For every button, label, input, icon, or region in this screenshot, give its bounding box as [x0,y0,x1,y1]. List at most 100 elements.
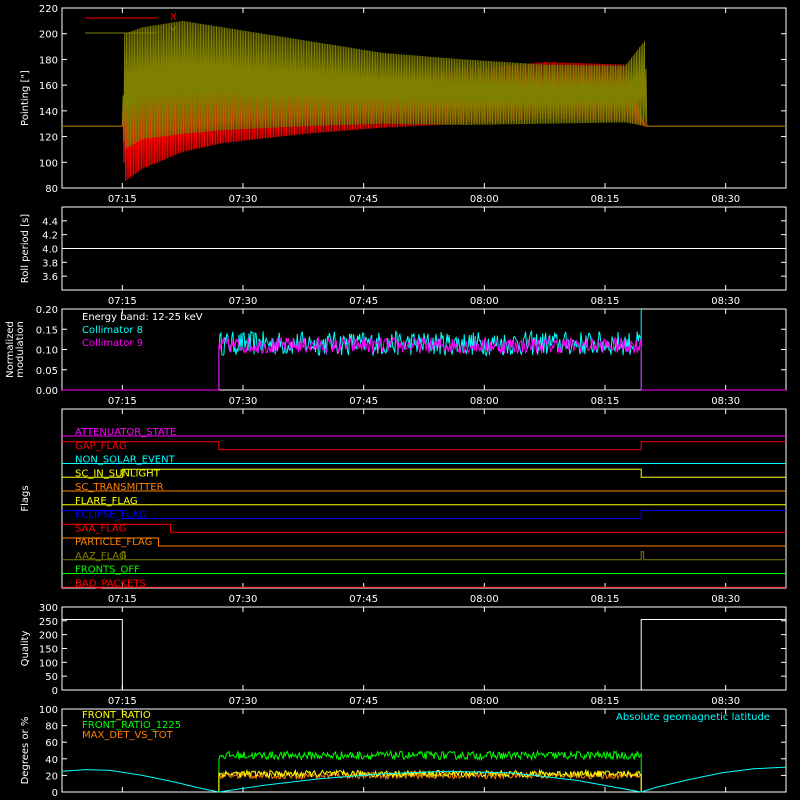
time-tick-label: 08:30 [711,594,740,605]
time-tick-label: 07:15 [108,594,137,605]
time-tick-label: 08:15 [591,696,620,707]
flag-label-attenuator_state: ATTENUATOR_STATE [75,427,176,438]
y-tick-label: 160 [39,81,58,92]
series-pointing-y [62,20,786,150]
time-tick-label: 07:15 [108,396,137,407]
y-tick-label: 4.0 [42,245,58,256]
series-collimator-9 [62,336,786,391]
y-tick-label: 0.05 [36,366,58,377]
time-tick-label: 08:15 [591,194,620,205]
flag-label-aaz_flag: AAZ_FLAG [75,551,127,562]
y-tick-label: 200 [39,631,58,642]
flag-line-gap_flag [62,441,786,451]
y-tick-label: 0.15 [36,325,58,336]
flag-line-saa_flag [62,523,786,533]
flag-label-gap_flag: GAP_FLAG [75,441,127,452]
time-tick-label: 07:30 [229,194,258,205]
series-geomagnetic-latitude [61,766,787,793]
time-tick-label: 08:15 [591,594,620,605]
y-tick-label: 0.10 [36,346,58,357]
time-tick-label: 07:45 [349,696,378,707]
series-quality [62,618,786,691]
time-tick-label: 07:15 [108,296,137,307]
y-tick-label: 0.20 [36,305,58,316]
time-tick-label: 07:15 [108,696,137,707]
flag-label-eclipse_flag: ECLIPSE_FLAG [75,510,146,521]
legend-x-label: X [170,12,177,23]
y-tick-label: 20 [45,771,58,782]
time-tick-label: 08:15 [591,396,620,407]
y-tick-label: 4.4 [42,217,58,228]
y-tick-label: 120 [39,133,58,144]
time-tick-label: 07:30 [229,396,258,407]
y-tick-label: 100 [39,658,58,669]
energy-band-annotation: Energy band: 12-25 keV [82,312,203,323]
series-front_ratio [218,768,642,793]
panel-frame-ratios [61,708,787,793]
flag-label-fronts_off: FRONTS_OFF [75,565,140,576]
series-front_ratio_1225 [218,749,642,793]
legend-front-ratio: FRONT_RATIO [82,710,151,721]
y-tick-label: 300 [39,603,58,614]
legend-front-ratio-1225: FRONT_RATIO_1225 [82,720,181,731]
flag-label-sc_transmitter: SC_TRANSMITTER [75,482,164,493]
time-tick-label: 08:30 [711,296,740,307]
flag-line-sc_in_sunlight [62,468,786,478]
y-tick-label: 100 [39,705,58,716]
flag-line-aaz_flag [62,551,786,561]
y-axis-label: modulation [15,321,26,378]
flag-label-saa_flag: SAA_FLAG [75,523,126,534]
y-tick-label: 0 [52,788,58,799]
time-tick-label: 07:45 [349,194,378,205]
time-tick-label: 08:30 [711,696,740,707]
time-tick-label: 08:00 [470,396,499,407]
flag-label-non_solar_event: NON_SOLAR_EVENT [75,455,176,466]
legend-collimator8: Collimator 8 [82,325,143,336]
time-tick-label: 08:00 [470,696,499,707]
legend-max-det-vs-tot: MAX_DET_VS_TOT [82,730,174,741]
flag-label-bad_packets: BAD_PACKETS [75,578,146,589]
panel-frame-flags [61,408,787,589]
y-tick-label: 250 [39,617,58,628]
time-tick-label: 07:15 [108,194,137,205]
time-tick-label: 07:45 [349,594,378,605]
y-axis-label: Roll period [s] [20,214,31,283]
time-tick-label: 08:30 [711,396,740,407]
y-tick-label: 40 [45,755,58,766]
y-tick-label: 3.8 [42,258,58,269]
time-tick-label: 07:30 [229,594,258,605]
y-tick-label: 80 [45,184,58,195]
y-tick-label: 3.6 [42,272,58,283]
y-tick-label: 150 [39,645,58,656]
time-tick-label: 07:45 [349,396,378,407]
time-tick-label: 08:00 [470,194,499,205]
time-tick-label: 07:30 [229,696,258,707]
time-tick-label: 08:00 [470,594,499,605]
time-tick-label: 08:30 [711,194,740,205]
flag-label-particle_flag: PARTICLE_FLAG [75,537,152,548]
y-tick-label: 180 [39,55,58,66]
y-tick-label: 140 [39,107,58,118]
geomagnetic-latitude-annotation: Absolute geomagnetic latitude [616,712,770,723]
y-axis-label: Flags [20,485,31,511]
y-axis-label: Degrees or % [20,717,31,785]
y-tick-label: 200 [39,30,58,41]
time-tick-label: 08:00 [470,296,499,307]
panel-frame-pointing [61,7,787,189]
time-tick-label: 07:45 [349,296,378,307]
flag-line-eclipse_flag [62,510,786,519]
time-tick-label: 07:30 [229,296,258,307]
y-tick-label: 100 [39,158,58,169]
y-tick-label: 4.2 [42,231,58,242]
time-tick-label: 08:15 [591,296,620,307]
legend-y-label: Y [169,26,177,37]
y-tick-label: 0.00 [36,386,58,397]
y-axis-label: Pointing ["] [20,70,31,126]
y-tick-label: 80 [45,722,58,733]
flag-label-sc_in_sunlight: SC_IN_SUNLIGHT [75,468,161,479]
flag-label-flare_flag: FLARE_FLAG [75,496,138,507]
legend-collimator9: Collimator 9 [82,338,143,349]
y-tick-label: 60 [45,738,58,749]
y-tick-label: 50 [45,672,58,683]
